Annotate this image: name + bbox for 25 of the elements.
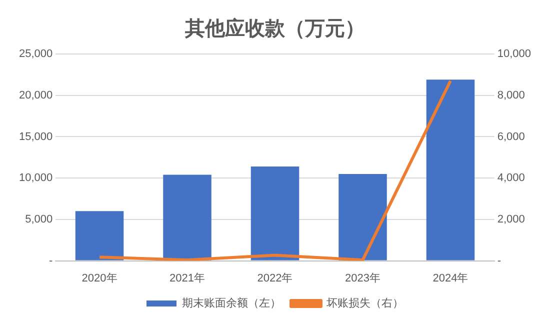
legend-label: 期末账面余额（左） <box>182 296 281 310</box>
y2-tick-label: 6,000 <box>497 130 525 143</box>
bar <box>250 166 300 260</box>
y2-tick-label: 10,000 <box>497 48 532 60</box>
x-tick-label: 2024年 <box>432 272 468 284</box>
y-tick-label: 20,000 <box>18 89 53 102</box>
bar <box>338 174 387 260</box>
bar <box>75 211 124 260</box>
y2-tick-label: 8,000 <box>497 89 525 102</box>
y2-tick-label: 2,000 <box>497 213 525 226</box>
x-tick-label: 2022年 <box>257 272 293 284</box>
chart-title: 其他应收款（万元） <box>184 16 365 40</box>
y-tick-label: - <box>48 254 53 267</box>
y2-tick-label: 4,000 <box>497 172 525 184</box>
y-tick-label: 5,000 <box>25 213 53 226</box>
x-tick-label: 2021年 <box>170 272 205 284</box>
legend-label: 坏账损失（右） <box>326 296 404 310</box>
bar <box>426 80 475 260</box>
x-tick-label: 2023年 <box>345 272 380 284</box>
x-tick-label: 2020年 <box>82 272 118 284</box>
y-tick-label: 25,000 <box>18 48 53 60</box>
y-tick-label: 15,000 <box>18 130 53 143</box>
y-tick-label: 10,000 <box>18 172 53 184</box>
bar <box>163 174 212 260</box>
y2-tick-label: - <box>497 254 502 267</box>
